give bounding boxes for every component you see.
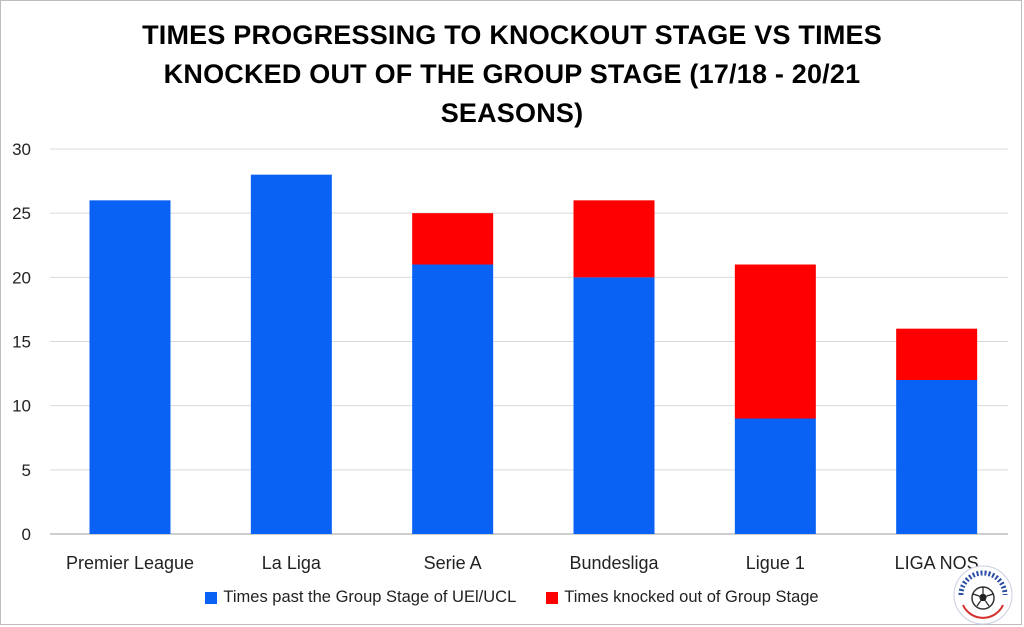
legend-item-past-group-stage: Times past the Group Stage of UEl/UCL xyxy=(205,588,516,607)
y-tick-label: 15 xyxy=(12,333,31,352)
chart-legend: Times past the Group Stage of UEl/UCL Ti… xyxy=(0,588,1024,607)
bar-liga-nos-knocked-out xyxy=(896,328,978,380)
x-category-label: La Liga xyxy=(262,553,322,573)
legend-label-past-group-stage: Times past the Group Stage of UEl/UCL xyxy=(223,588,517,606)
bar-serie-a-knocked-out xyxy=(412,213,494,265)
bar-ligue-1-past-group-stage xyxy=(734,418,816,534)
legend-label-knocked-out: Times knocked out of Group Stage xyxy=(564,588,819,606)
bar-liga-nos-past-group-stage xyxy=(896,380,978,534)
legend-swatch-blue xyxy=(205,591,218,604)
y-tick-label: 30 xyxy=(12,140,31,159)
legend-item-knocked-out: Times knocked out of Group Stage xyxy=(546,588,819,607)
y-tick-label: 20 xyxy=(12,268,31,287)
bar-ligue-1-knocked-out xyxy=(734,264,816,419)
x-category-label: Serie A xyxy=(424,553,482,573)
x-category-label: Ligue 1 xyxy=(746,553,805,573)
y-tick-label: 0 xyxy=(22,525,31,544)
bar-serie-a-past-group-stage xyxy=(412,264,494,534)
x-category-label: Bundesliga xyxy=(569,553,659,573)
y-tick-label: 10 xyxy=(12,397,31,416)
chart-title: TIMES PROGRESSING TO KNOCKOUT STAGE VS T… xyxy=(142,20,882,128)
y-tick-label: 25 xyxy=(12,204,31,223)
x-category-label: Premier League xyxy=(66,553,194,573)
y-tick-label: 5 xyxy=(22,461,31,480)
soccer-ball-logo-icon xyxy=(953,565,1013,625)
bar-la-liga-past-group-stage xyxy=(250,174,332,534)
bar-bundesliga-knocked-out xyxy=(573,200,655,278)
legend-swatch-red xyxy=(546,591,559,604)
bar-premier-league-past-group-stage xyxy=(89,200,171,535)
x-category-label: LIGA NOS xyxy=(895,553,979,573)
bar-bundesliga-past-group-stage xyxy=(573,277,655,534)
